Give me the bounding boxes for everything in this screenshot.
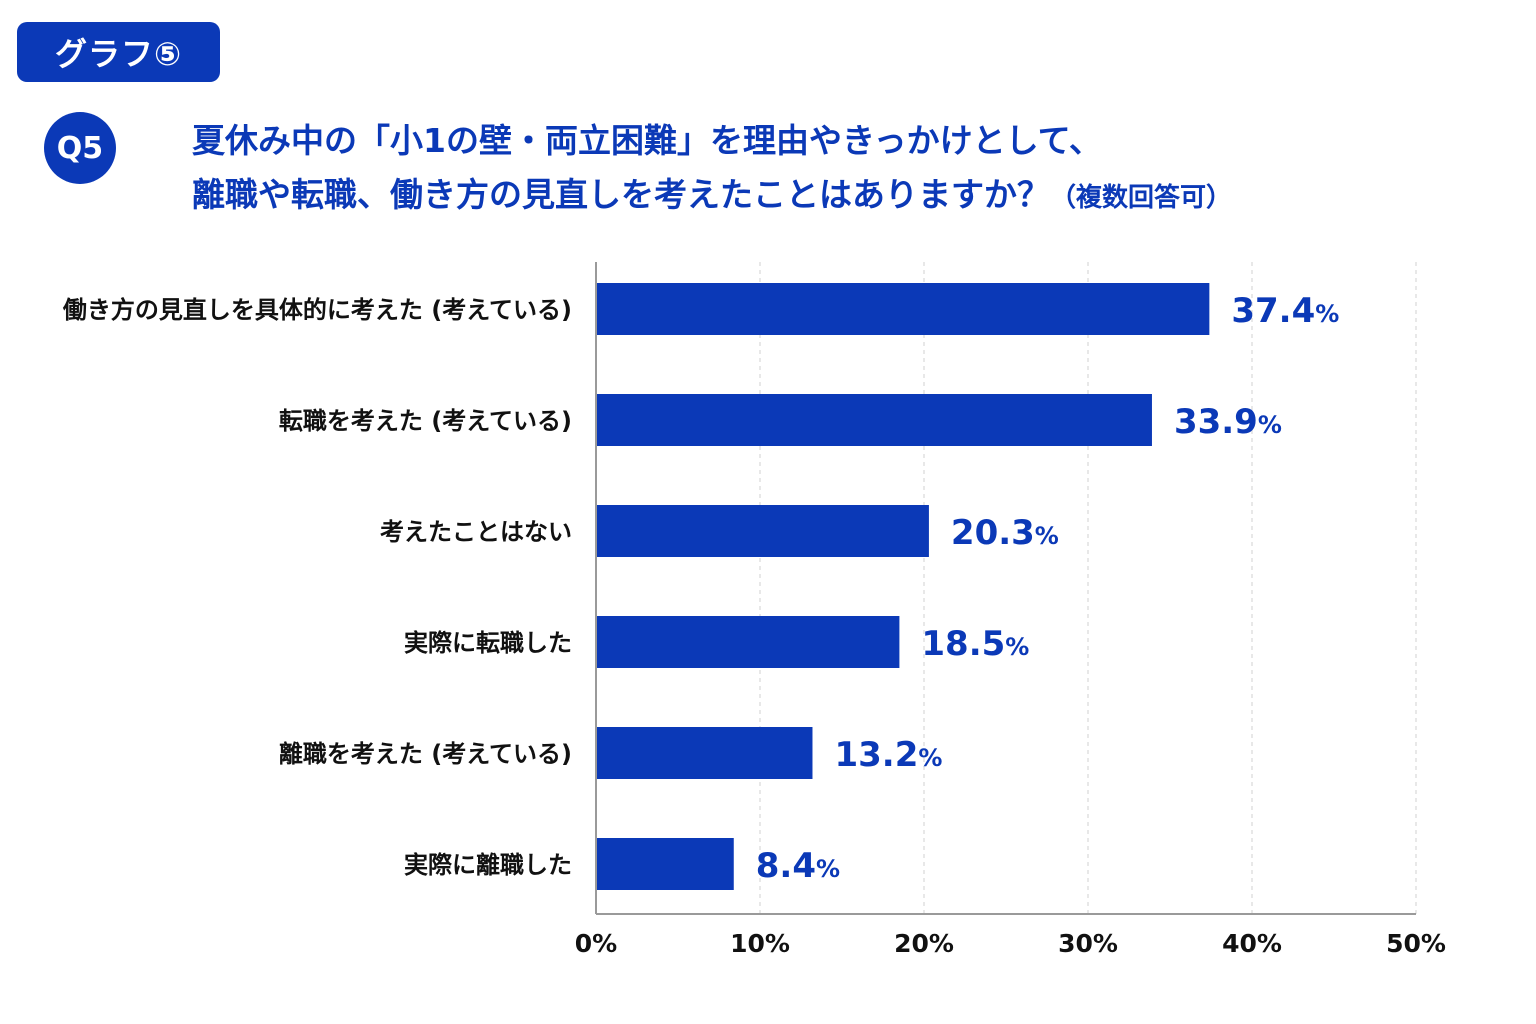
bar — [597, 283, 1210, 335]
category-label: 働き方の見直しを具体的に考えた (考えている) — [62, 296, 572, 324]
bar — [597, 616, 900, 668]
x-tick-label: 40% — [1222, 929, 1282, 958]
value-label: 8.4% — [756, 846, 840, 886]
question-title: 夏休み中の「小1の壁・両立困難」を理由やきっかけとして、 離職や転職、働き方の見… — [192, 114, 1512, 225]
category-label: 実際に転職した — [404, 629, 572, 657]
bar — [597, 838, 734, 890]
question-line-2: 離職や転職、働き方の見直しを考えたことはありますか？ — [192, 175, 1050, 214]
value-label: 13.2% — [834, 735, 942, 775]
x-tick-label: 10% — [730, 929, 790, 958]
question-line-1: 夏休み中の「小1の壁・両立困難」を理由やきっかけとして、 — [192, 121, 1103, 160]
category-label: 離職を考えた (考えている) — [279, 740, 572, 768]
x-tick-label: 50% — [1386, 929, 1446, 958]
category-label: 転職を考えた (考えている) — [279, 407, 572, 435]
category-label: 考えたことはない — [380, 518, 572, 546]
value-label: 37.4% — [1231, 291, 1339, 331]
axes — [595, 262, 1416, 915]
value-label: 20.3% — [951, 513, 1059, 553]
x-tick-label: 30% — [1058, 929, 1118, 958]
question-number: Q5 — [56, 130, 104, 166]
bar — [597, 394, 1152, 446]
x-tick-label: 20% — [894, 929, 954, 958]
question-line-2-wrap: 離職や転職、働き方の見直しを考えたことはありますか？（複数回答可） — [192, 168, 1512, 225]
value-label: 33.9% — [1174, 402, 1282, 442]
grid-lines — [759, 262, 1417, 914]
graph-badge-label: グラフ⑤ — [54, 35, 183, 73]
graph-badge: グラフ⑤ — [17, 22, 220, 82]
bar — [597, 505, 929, 557]
bars — [597, 283, 1210, 890]
question-number-badge: Q5 — [44, 112, 116, 184]
labels: 0% 10% 20% 30% 40% 50% 働き方の見直しを具体的に考えた (考えている)… — [62, 291, 1446, 958]
x-tick-label: 0% — [575, 929, 617, 958]
category-label: 実際に離職した — [404, 851, 572, 879]
bar — [597, 727, 813, 779]
value-label: 18.5% — [921, 624, 1029, 664]
question-note: （複数回答可） — [1050, 183, 1233, 213]
